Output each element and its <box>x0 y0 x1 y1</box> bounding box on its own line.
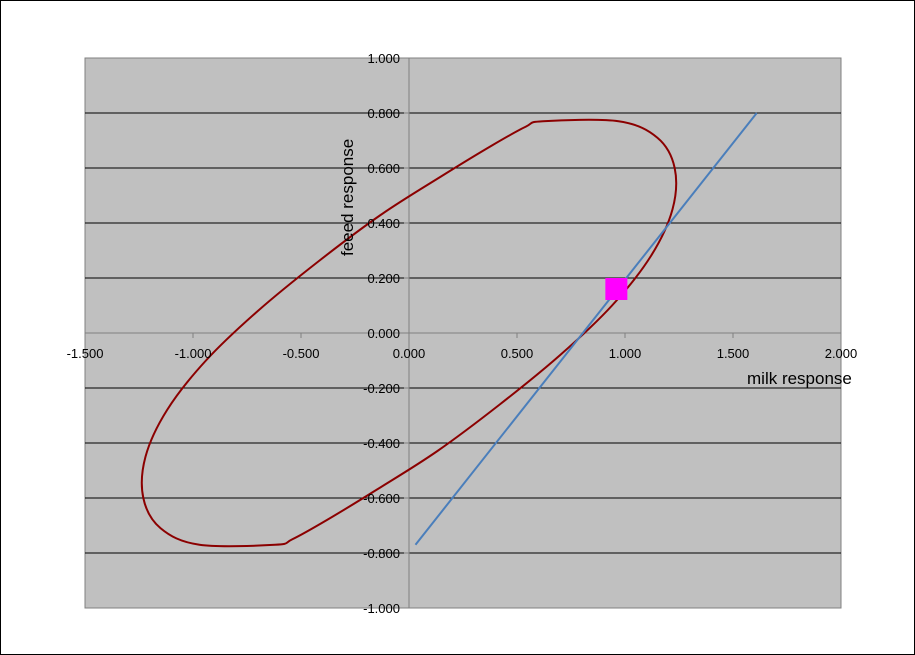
x-tick-label: 0.000 <box>393 346 426 361</box>
y-tick-label: -0.200 <box>363 381 400 396</box>
axes <box>84 57 842 609</box>
x-tick-label: 0.500 <box>501 346 534 361</box>
y-tick-label: -0.400 <box>363 436 400 451</box>
x-axis-title: milk response <box>747 369 852 388</box>
x-tick-label: -1.000 <box>175 346 212 361</box>
y-tick-label: -1.000 <box>363 601 400 616</box>
y-tick-label: -0.600 <box>363 491 400 506</box>
tick-labels: -1.500 -1.000 -0.500 0.000 0.500 1.000 1.500 2.… <box>67 51 858 616</box>
x-tick-label: -1.500 <box>67 346 104 361</box>
y-tick-label: 1.000 <box>367 51 400 66</box>
x-tick-label: 2.000 <box>825 346 858 361</box>
gridlines <box>85 112 841 554</box>
data-point-marker <box>605 278 628 300</box>
confidence-ellipse <box>140 118 678 548</box>
y-tick-label: -0.800 <box>363 546 400 561</box>
y-axis-title: feeed response <box>338 139 357 256</box>
y-tick-label: 0.600 <box>367 161 400 176</box>
x-tick-label: -0.500 <box>283 346 320 361</box>
y-tick-label: 0.200 <box>367 271 400 286</box>
y-tick-label: 0.000 <box>367 326 400 341</box>
x-tick-label: 1.500 <box>717 346 750 361</box>
y-tick-label: 0.400 <box>367 216 400 231</box>
x-tick-label: 1.000 <box>609 346 642 361</box>
series-layer <box>140 112 758 548</box>
y-tick-label: 0.800 <box>367 106 400 121</box>
regression-line <box>414 112 758 546</box>
